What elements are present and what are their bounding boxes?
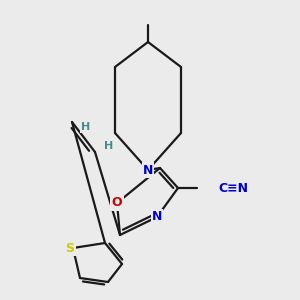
Text: H: H [81, 122, 91, 132]
Text: O: O [112, 196, 122, 209]
Text: N: N [143, 164, 153, 176]
Text: S: S [65, 242, 74, 254]
Text: H: H [104, 141, 114, 151]
Text: C≡N: C≡N [218, 182, 248, 194]
Text: N: N [152, 211, 162, 224]
